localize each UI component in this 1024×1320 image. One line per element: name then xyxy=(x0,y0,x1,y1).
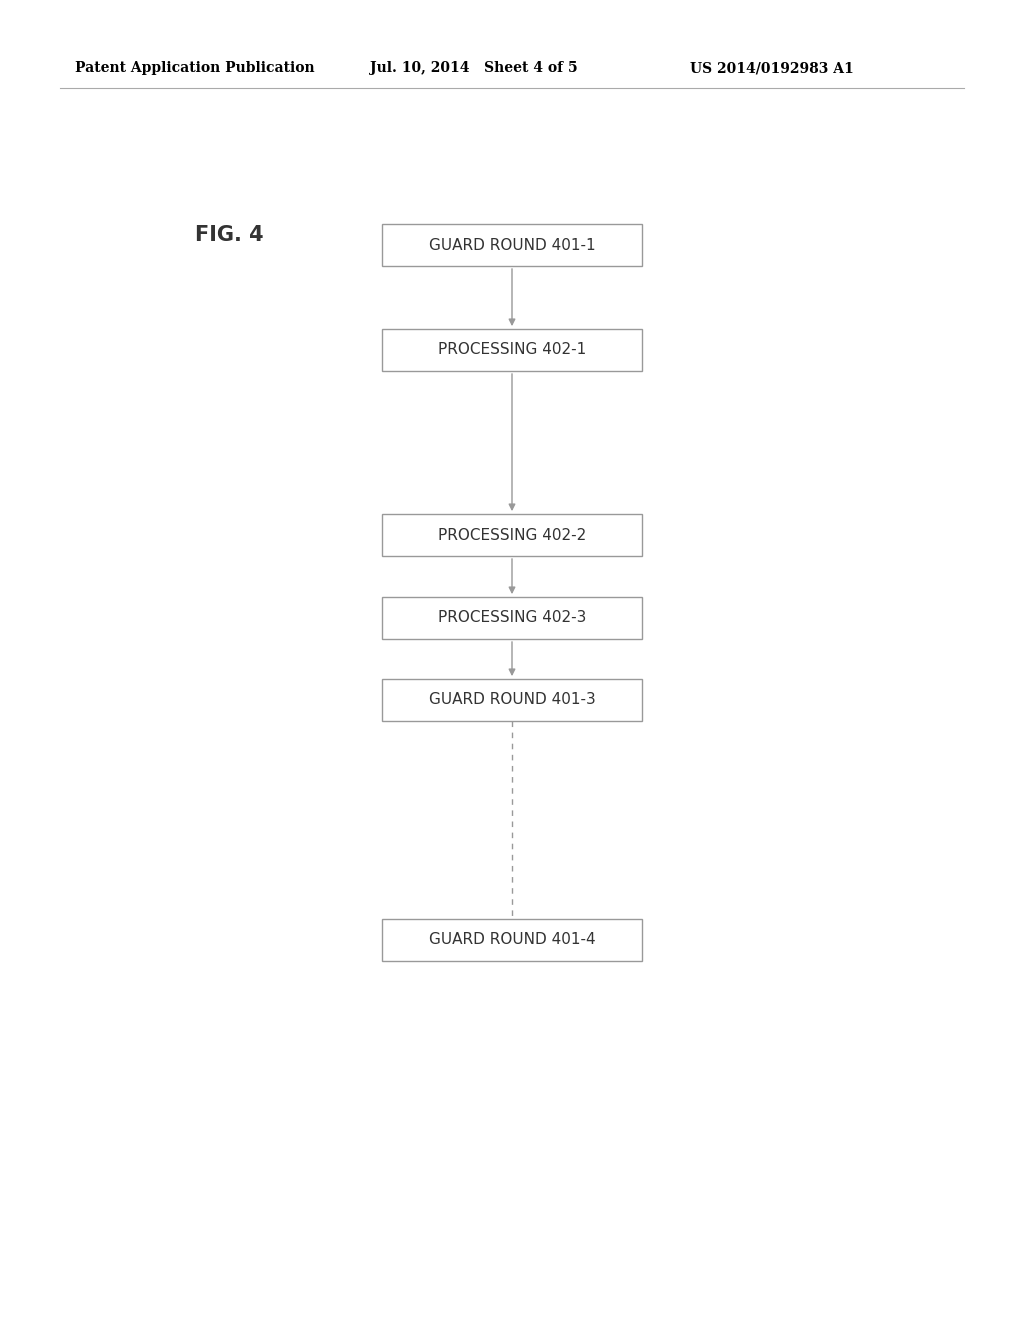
Text: US 2014/0192983 A1: US 2014/0192983 A1 xyxy=(690,61,854,75)
Bar xyxy=(382,224,642,267)
Text: PROCESSING 402-3: PROCESSING 402-3 xyxy=(438,610,586,626)
Text: PROCESSING 402-2: PROCESSING 402-2 xyxy=(438,528,586,543)
Text: GUARD ROUND 401-3: GUARD ROUND 401-3 xyxy=(429,693,595,708)
Bar xyxy=(382,678,642,721)
Text: GUARD ROUND 401-1: GUARD ROUND 401-1 xyxy=(429,238,595,252)
Bar xyxy=(382,919,642,961)
Text: Patent Application Publication: Patent Application Publication xyxy=(75,61,314,75)
Text: PROCESSING 402-1: PROCESSING 402-1 xyxy=(438,342,586,358)
Text: FIG. 4: FIG. 4 xyxy=(195,224,263,246)
Bar xyxy=(382,513,642,556)
Text: Jul. 10, 2014   Sheet 4 of 5: Jul. 10, 2014 Sheet 4 of 5 xyxy=(370,61,578,75)
Bar xyxy=(382,329,642,371)
Bar xyxy=(382,597,642,639)
Text: GUARD ROUND 401-4: GUARD ROUND 401-4 xyxy=(429,932,595,948)
